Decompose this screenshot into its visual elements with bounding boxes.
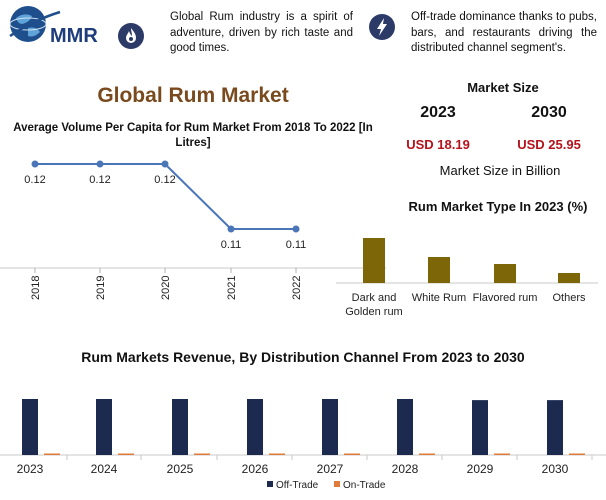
- category-label: Flavored rum: [473, 292, 538, 304]
- x-tick-label: 2028: [392, 462, 419, 476]
- bar-off-trade: [172, 399, 188, 455]
- bar-off-trade: [96, 399, 112, 455]
- bar-on-trade: [569, 453, 585, 455]
- x-tick-label: 2025: [167, 462, 194, 476]
- data-point: [96, 160, 104, 168]
- revenue-bar-chart: 2023 2024 2025 2026 2027 2028 2029 2030 Off-Trad…: [0, 399, 606, 491]
- data-label: 0.11: [221, 239, 242, 251]
- data-label: 0.12: [89, 174, 110, 186]
- bar-on-trade: [344, 453, 360, 455]
- category-label: Dark and Golden rum: [345, 292, 402, 318]
- main-title: Global Rum Market: [97, 84, 289, 107]
- x-tick-label: 2030: [542, 462, 569, 476]
- x-tick-label: 2029: [467, 462, 494, 476]
- data-point: [31, 160, 39, 168]
- lightning-icon: [369, 14, 395, 40]
- bar-off-trade: [22, 399, 38, 455]
- feature-text-1: Global Rum industry is a spirit of adven…: [170, 11, 353, 54]
- x-tick-label: 2024: [91, 462, 118, 476]
- x-tick-label: 2021: [226, 276, 238, 300]
- category-label: Others: [552, 292, 586, 304]
- type-chart-title: Rum Market Type In 2023 (%): [408, 199, 588, 214]
- data-point: [161, 160, 169, 168]
- data-label: 0.11: [286, 239, 307, 251]
- bar-on-trade: [118, 453, 134, 455]
- bar: [494, 264, 516, 283]
- bar-off-trade: [547, 400, 563, 455]
- bar-off-trade: [322, 399, 338, 455]
- bar-on-trade: [194, 453, 210, 455]
- bar: [428, 257, 450, 283]
- market-size-year-2030: 2030: [531, 104, 567, 121]
- data-point: [227, 225, 235, 233]
- bar-off-trade: [397, 399, 413, 455]
- svg-text:MMR: MMR: [50, 25, 98, 47]
- bar-on-trade: [44, 453, 60, 455]
- line-chart-title: Average Volume Per Capita for Rum Market…: [13, 122, 373, 149]
- bar: [558, 273, 580, 283]
- market-size-value-2023: USD 18.19: [406, 137, 470, 152]
- category-label: White Rum: [412, 292, 466, 304]
- x-tick-label: 2026: [242, 462, 269, 476]
- legend-swatch-off-trade: [267, 481, 273, 487]
- x-tick-label: 2022: [291, 276, 303, 300]
- type-bar-chart: Dark and Golden rum White Rum Flavored rum O…: [336, 238, 598, 318]
- mmr-logo: MMR: [4, 2, 124, 50]
- x-tick-label: 2018: [30, 276, 42, 300]
- revenue-chart-title: Rum Markets Revenue, By Distribution Cha…: [81, 349, 525, 365]
- data-label: 0.12: [24, 174, 45, 186]
- data-point: [292, 225, 300, 233]
- bar-off-trade: [472, 400, 488, 455]
- data-label: 0.12: [154, 174, 175, 186]
- x-tick-label: 2019: [95, 276, 107, 300]
- bar: [363, 238, 385, 283]
- legend-label-on-trade: On-Trade: [343, 480, 386, 491]
- legend-label-off-trade: Off-Trade: [276, 480, 319, 491]
- fire-icon: [118, 23, 144, 49]
- legend-swatch-on-trade: [334, 481, 340, 487]
- market-size-year-2023: 2023: [420, 104, 456, 121]
- x-tick-label: 2027: [317, 462, 344, 476]
- market-size-unit: Market Size in Billion: [439, 163, 561, 178]
- bar-on-trade: [419, 453, 435, 455]
- market-size-value-2030: USD 25.95: [517, 137, 581, 152]
- x-tick-label: 2020: [160, 276, 172, 300]
- market-size-title: Market Size: [467, 80, 539, 95]
- feature-text-2: Off-trade dominance thanks to pubs, bars…: [411, 11, 597, 54]
- line-chart: 2018 2019 2020 2021 2022 0.12 0.12 0.12 0.11 0.11: [0, 160, 386, 300]
- bar-off-trade: [247, 399, 263, 455]
- bar-on-trade: [494, 453, 510, 455]
- bar-on-trade: [269, 453, 285, 455]
- x-tick-label: 2023: [17, 462, 44, 476]
